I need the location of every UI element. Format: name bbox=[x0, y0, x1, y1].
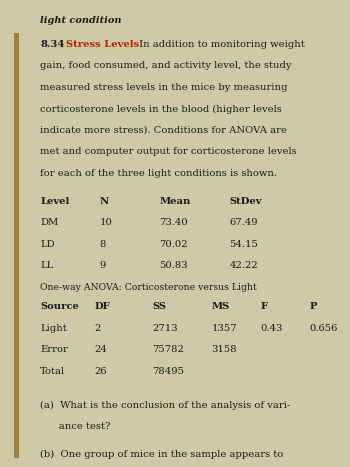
Text: corticosterone levels in the blood (higher levels: corticosterone levels in the blood (high… bbox=[40, 105, 282, 113]
Text: measured stress levels in the mice by measuring: measured stress levels in the mice by me… bbox=[40, 83, 288, 92]
Text: 54.15: 54.15 bbox=[229, 240, 258, 249]
Text: 10: 10 bbox=[100, 218, 113, 227]
Text: LL: LL bbox=[40, 261, 54, 270]
Text: 2713: 2713 bbox=[152, 324, 178, 333]
Text: 24: 24 bbox=[94, 345, 107, 354]
Text: Level: Level bbox=[40, 197, 70, 206]
Text: MS: MS bbox=[212, 302, 230, 311]
Text: 8.34: 8.34 bbox=[40, 40, 65, 49]
Text: DM: DM bbox=[40, 218, 58, 227]
Text: met and computer output for corticosterone levels: met and computer output for corticostero… bbox=[40, 148, 297, 156]
Text: F: F bbox=[261, 302, 268, 311]
Text: 1357: 1357 bbox=[212, 324, 237, 333]
Text: 8: 8 bbox=[100, 240, 106, 249]
Text: DF: DF bbox=[94, 302, 110, 311]
Text: Mean: Mean bbox=[159, 197, 191, 206]
Text: light condition: light condition bbox=[40, 16, 122, 25]
Text: 70.02: 70.02 bbox=[159, 240, 188, 249]
Text: N: N bbox=[100, 197, 109, 206]
Text: Light: Light bbox=[40, 324, 67, 333]
Text: Stress Levels: Stress Levels bbox=[66, 40, 140, 49]
Text: LD: LD bbox=[40, 240, 55, 249]
Text: SS: SS bbox=[152, 302, 166, 311]
Text: In addition to monitoring weight: In addition to monitoring weight bbox=[136, 40, 305, 49]
Text: Total: Total bbox=[40, 367, 65, 375]
Text: One-way ANOVA: Corticosterone versus Light: One-way ANOVA: Corticosterone versus Lig… bbox=[40, 283, 257, 292]
Text: 78495: 78495 bbox=[152, 367, 184, 375]
Text: (a)  What is the conclusion of the analysis of vari-: (a) What is the conclusion of the analys… bbox=[40, 401, 290, 410]
Text: 50.83: 50.83 bbox=[159, 261, 188, 270]
Text: ance test?: ance test? bbox=[40, 422, 111, 432]
Text: P: P bbox=[310, 302, 317, 311]
Text: StDev: StDev bbox=[229, 197, 262, 206]
Text: Error: Error bbox=[40, 345, 68, 354]
Text: 67.49: 67.49 bbox=[229, 218, 258, 227]
Text: 9: 9 bbox=[100, 261, 106, 270]
Text: 0.43: 0.43 bbox=[261, 324, 283, 333]
Text: 75782: 75782 bbox=[152, 345, 184, 354]
Text: (b)  One group of mice in the sample appears to: (b) One group of mice in the sample appe… bbox=[40, 450, 284, 460]
Text: for each of the three light conditions is shown.: for each of the three light conditions i… bbox=[40, 169, 277, 178]
Text: 26: 26 bbox=[94, 367, 107, 375]
Text: 2: 2 bbox=[94, 324, 101, 333]
Text: indicate more stress). Conditions for ANOVA are: indicate more stress). Conditions for AN… bbox=[40, 126, 287, 135]
Bar bbox=[14, 33, 19, 458]
Text: gain, food consumed, and activity level, the study: gain, food consumed, and activity level,… bbox=[40, 62, 292, 71]
Text: 73.40: 73.40 bbox=[159, 218, 188, 227]
Text: 3158: 3158 bbox=[212, 345, 237, 354]
Text: Source: Source bbox=[40, 302, 79, 311]
Text: 42.22: 42.22 bbox=[229, 261, 258, 270]
Text: 0.656: 0.656 bbox=[310, 324, 338, 333]
